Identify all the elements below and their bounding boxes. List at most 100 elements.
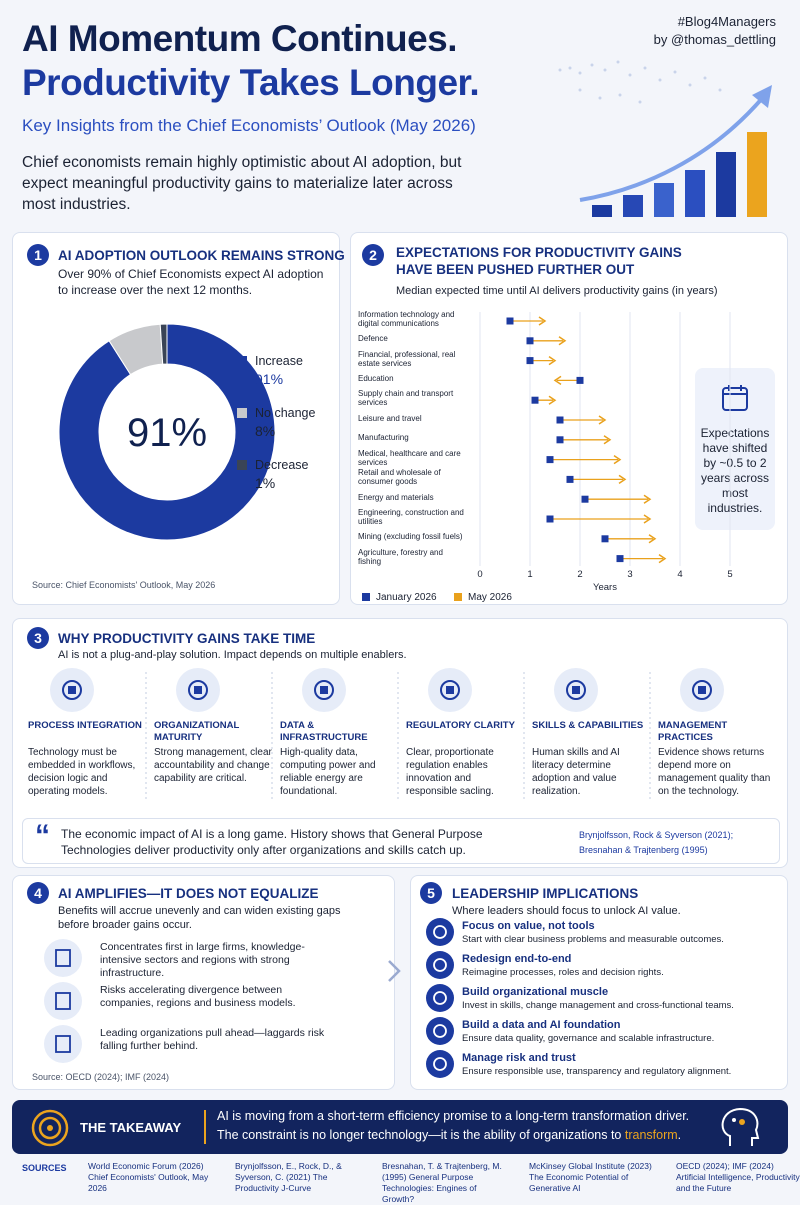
deco-bar <box>685 170 705 217</box>
header-graphic <box>558 60 772 217</box>
enabler-title: REGULATORY CLARITY <box>406 720 515 731</box>
implication-text: Ensure data quality, governance and scal… <box>462 1033 715 1044</box>
target-icon <box>31 1109 69 1147</box>
category-label: Financial, professional, real estate ser… <box>358 349 456 368</box>
enabler-title: MANAGEMENT PRACTICES <box>658 720 728 743</box>
enabler-text: Human skills and AI literacy determine a… <box>532 747 620 797</box>
title-line: Productivity Takes Longer. <box>22 62 480 103</box>
deco-bar <box>592 205 612 217</box>
source-item: World Economic Forum (2026) Chief Econom… <box>88 1161 209 1193</box>
section-text: Over 90% of Chief Economists expect AI a… <box>58 267 324 297</box>
section-heading: WHY PRODUCTIVITY GAINS TAKE TIME <box>58 631 316 646</box>
text-part: . <box>677 1128 682 1142</box>
implication-title: Build organizational muscle <box>462 986 609 998</box>
implication-title: Redesign end-to-end <box>462 953 572 965</box>
deco-bar <box>716 152 736 217</box>
category-label: Supply chain and transport services <box>358 389 454 408</box>
category-label: Manufacturing <box>358 433 409 443</box>
deco-arrowhead <box>752 85 772 108</box>
enabler-title: ORGANIZATIONAL MATURITY <box>154 720 240 743</box>
point-text: Risks accelerating divergence between co… <box>100 984 296 1009</box>
author: by @thomas_dettling <box>653 32 776 47</box>
category-label: Mining (excluding fossil fuels) <box>358 532 463 542</box>
calendar-icon <box>722 385 748 411</box>
source: Source: OECD (2024); IMF (2024) <box>32 1072 170 1082</box>
takeaway-label: THE TAKEAWAY <box>80 1120 182 1135</box>
quote-mark: “ <box>35 819 50 852</box>
world-dots <box>558 60 722 104</box>
takeaway-text: The constraint is no longer technology—i… <box>217 1128 681 1142</box>
section-card <box>410 875 788 1090</box>
point-text: Leading organizations pull ahead—laggard… <box>100 1027 325 1052</box>
category-label: Leisure and travel <box>358 413 422 423</box>
section-number: 1 <box>27 244 49 266</box>
section-subtitle: AI is not a plug-and-play solution. Impa… <box>58 649 407 661</box>
title-line: AI Momentum Continues. <box>22 18 458 59</box>
category-label: Education <box>358 373 394 383</box>
enabler-title: SKILLS & CAPABILITIES <box>532 720 644 731</box>
enabler-text: High-quality data, computing power and r… <box>280 747 376 797</box>
implication-text: Invest in skills, change management and … <box>462 1000 734 1011</box>
chevron <box>388 960 401 982</box>
section-heading: LEADERSHIP IMPLICATIONS <box>452 886 639 901</box>
source-item: Bresnahan, T. & Trajtenberg, M. (1995) G… <box>382 1161 502 1204</box>
enabler-text: Strong management, clear accountability … <box>154 747 272 784</box>
deco-bar <box>623 195 643 217</box>
intro: Chief economists remain highly optimisti… <box>22 154 462 213</box>
divider <box>204 1110 206 1144</box>
chart-subtitle: Median expected time until AI delivers p… <box>396 285 718 297</box>
category-label: Medical, healthcare and care services <box>358 448 461 467</box>
enabler-title: DATA & INFRASTRUCTURE <box>280 720 368 743</box>
enabler-title: PROCESS INTEGRATION <box>28 720 142 731</box>
deco-bar <box>747 132 767 217</box>
section-number: 5 <box>420 882 442 904</box>
section-card <box>12 618 788 868</box>
highlight: transform <box>624 1128 678 1142</box>
section-heading: AI ADOPTION OUTLOOK REMAINS STRONG <box>58 248 345 263</box>
point-text: Concentrates first in large firms, knowl… <box>100 941 305 979</box>
takeaway-text: AI is moving from a short-term efficienc… <box>217 1109 690 1123</box>
source: Source: Chief Economists' Outlook, May 2… <box>32 580 216 590</box>
implication-title: Build a data and AI foundation <box>462 1019 621 1031</box>
section-intro: Benefits will accrue unevenly and can wi… <box>58 905 341 931</box>
source-item: OECD (2024); IMF (2024) Artificial Intel… <box>676 1161 800 1193</box>
deco-bar <box>654 183 674 217</box>
section-heading: EXPECTATIONS FOR PRODUCTIVITY GAINS HAVE… <box>396 245 682 277</box>
enabler-text: Evidence shows returns depend more on ma… <box>658 747 771 797</box>
section-number: 3 <box>27 627 49 649</box>
subtitle: Key Insights from the Chief Economists’ … <box>22 116 476 135</box>
implication-text: Reimagine processes, roles and decision … <box>462 967 664 978</box>
section-number: 2 <box>362 244 384 266</box>
callout-text: Expectations have shifted by ~0.5 to 2 y… <box>700 426 770 515</box>
head-icon <box>721 1107 760 1146</box>
implication-title: Focus on value, not tools <box>462 920 595 932</box>
implication-title: Manage risk and trust <box>462 1052 576 1064</box>
source-item: McKinsey Global Institute (2023) The Eco… <box>529 1161 652 1193</box>
source-item: Brynjolfsson, E., Rock, D., & Syverson, … <box>235 1161 342 1193</box>
tag: #Blog4Managers <box>677 14 776 29</box>
category-label: Agriculture, forestry and fishing <box>358 547 443 566</box>
text-part: The constraint is no longer technology—i… <box>217 1128 625 1142</box>
takeaway-bar: THE TAKEAWAY AI is moving from a short-t… <box>12 1100 788 1154</box>
enabler-text: Clear, proportionate regulation enables … <box>406 747 494 797</box>
section-subtitle: Where leaders should focus to unlock AI … <box>452 905 681 917</box>
section-heading: AI AMPLIFIES—IT DOES NOT EQUALIZE <box>58 886 319 901</box>
quote-box: “ The economic impact of AI is a long ga… <box>22 818 780 864</box>
citation: Bresnahan & Trajtenberg (1995) <box>579 845 708 855</box>
enabler-text: Technology must be embedded in workflows… <box>28 747 136 797</box>
citation: Brynjolfsson, Rock & Syverson (2021); <box>579 830 734 840</box>
quote-text: The economic impact of AI is a long game… <box>61 827 483 857</box>
category-label: Retail and wholesale of consumer goods <box>358 468 441 487</box>
category-label: Defence <box>358 334 388 344</box>
section-number: 4 <box>27 882 49 904</box>
callout-box: Expectations have shifted by ~0.5 to 2 y… <box>695 368 775 530</box>
category-label: Information technology and digital commu… <box>358 310 455 328</box>
sources-label: SOURCES <box>22 1163 67 1173</box>
implication-text: Ensure responsible use, transparency and… <box>462 1066 732 1077</box>
category-label: Energy and materials <box>358 492 434 502</box>
deco-arrow <box>579 93 767 202</box>
category-label: Engineering, construction and utilities <box>358 508 464 526</box>
implication-text: Start with clear business problems and m… <box>462 934 724 945</box>
